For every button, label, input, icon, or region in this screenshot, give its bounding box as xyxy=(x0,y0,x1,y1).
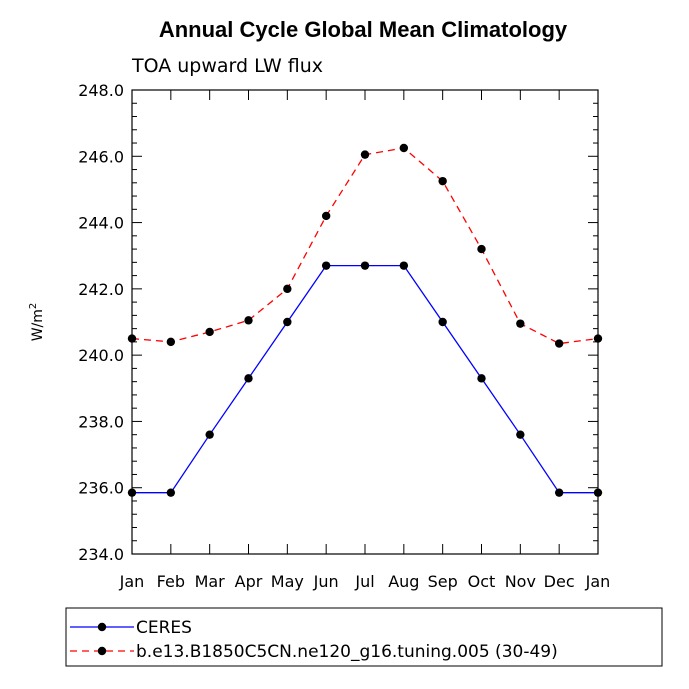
series-1-point xyxy=(593,334,603,343)
series-0-point xyxy=(321,261,331,270)
series-0-point xyxy=(477,374,486,383)
x-tick-label: Mar xyxy=(195,572,226,591)
chart-subtitle: TOA upward LW flux xyxy=(131,55,323,77)
series-line-1 xyxy=(131,147,599,345)
series-1-point xyxy=(127,334,137,343)
x-tick-label: Jan xyxy=(585,572,611,591)
series-0-point xyxy=(516,430,525,439)
x-tick-label: Nov xyxy=(505,572,536,591)
legend: CERES b.e13.B1850C5CN.ne120_g16.tuning.00… xyxy=(70,618,558,662)
y-tick-label: 248.0 xyxy=(78,81,124,100)
x-tick-label: Aug xyxy=(388,572,419,591)
x-tick-label: Oct xyxy=(468,572,496,591)
x-tick-label: Dec xyxy=(544,572,575,591)
y-tick-label: 244.0 xyxy=(78,214,124,233)
series-1-point xyxy=(554,339,564,348)
legend-label-0: CERES xyxy=(136,618,192,638)
y-axis-label-text: W/m xyxy=(30,309,46,341)
series-0-point xyxy=(593,488,603,497)
series-0-point xyxy=(244,374,253,383)
series-0-point xyxy=(283,317,292,327)
x-tick-label: Apr xyxy=(235,572,263,591)
x-tick-label: Jan xyxy=(119,572,145,591)
series-0-point xyxy=(127,488,137,497)
series-1-point xyxy=(477,244,486,254)
plot-frame xyxy=(131,89,599,555)
series-1-point xyxy=(360,150,370,159)
y-axis-label: W/m2 xyxy=(28,303,46,342)
series-0-point xyxy=(399,261,409,270)
series-1-point xyxy=(438,176,447,186)
series-layer xyxy=(127,143,603,497)
x-tick-label: Feb xyxy=(157,572,185,591)
series-0-point xyxy=(205,430,214,439)
series-0-point xyxy=(438,317,447,327)
series-0-point xyxy=(554,488,564,497)
x-tick-label: Sep xyxy=(428,572,458,591)
legend-marker-0 xyxy=(97,622,107,632)
series-0-point xyxy=(166,488,176,497)
series-line-0 xyxy=(132,265,598,494)
x-tick-label: Jul xyxy=(354,572,374,591)
series-1-point xyxy=(244,316,253,325)
legend-box xyxy=(65,607,663,667)
y-tick-label: 236.0 xyxy=(78,479,124,498)
series-0-point xyxy=(360,261,370,270)
legend-label-1: b.e13.B1850C5CN.ne120_g16.tuning.005 (30… xyxy=(136,642,558,662)
series-1-point xyxy=(399,143,409,153)
axes-layer: 234.0 236.0 238.0 240.0 242.0 244.0 246.0 248.0… xyxy=(78,81,610,591)
y-tick-label: 234.0 xyxy=(78,545,124,564)
chart-title: Annual Cycle Global Mean Climatology xyxy=(159,17,568,42)
y-tick-label: 242.0 xyxy=(78,280,124,299)
y-tick-label: 240.0 xyxy=(78,346,124,365)
y-axis-label-superscript: 2 xyxy=(28,303,39,309)
y-tick-label: 246.0 xyxy=(78,147,124,166)
legend-marker-1 xyxy=(97,646,107,656)
series-1-point xyxy=(166,337,176,347)
series-1-point xyxy=(283,284,292,294)
series-1-point xyxy=(321,211,331,221)
y-tick-label: 238.0 xyxy=(78,412,124,431)
series-1-point xyxy=(205,327,214,337)
x-tick-label: May xyxy=(271,572,304,591)
series-1-point xyxy=(516,319,525,328)
x-tick-label: Jun xyxy=(313,572,339,591)
